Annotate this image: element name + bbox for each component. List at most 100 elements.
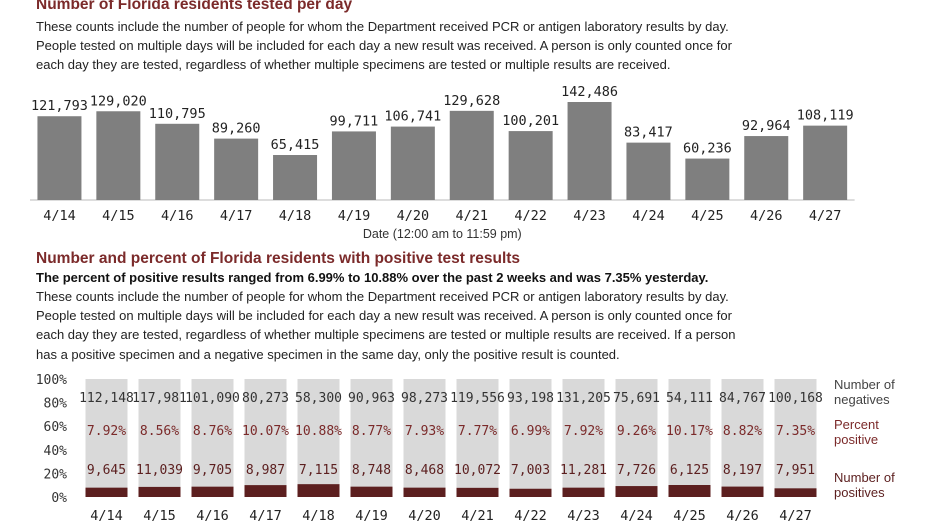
percent-positive-label: 8.82% xyxy=(723,424,762,439)
negatives-label: 112,148 xyxy=(79,391,134,406)
positives-bar-4-26 xyxy=(721,486,764,497)
percent-positive-label: 10.17% xyxy=(666,424,713,439)
positives-bar-4-22 xyxy=(509,488,552,497)
percent-positive-label: 10.88% xyxy=(295,424,342,439)
legend-positives: Number of positives xyxy=(834,470,895,500)
x-tick-label: 4/16 xyxy=(161,208,194,224)
chart1-description-line: each day they are tested, regardless of … xyxy=(36,57,671,73)
chart1-description-line: People tested on multiple days will be i… xyxy=(36,38,732,54)
y-tick-label: 80% xyxy=(44,397,68,412)
bar-4-24 xyxy=(626,142,671,200)
positives-bar-4-15 xyxy=(138,486,181,497)
legend-negatives-line: Number of xyxy=(834,377,895,392)
data-label: 65,415 xyxy=(271,137,320,153)
x-tick-label: 4/25 xyxy=(691,208,724,224)
x-tick-label: 4/20 xyxy=(397,208,430,224)
y-tick-label: 20% xyxy=(44,467,68,482)
x-tick-label: 4/16 xyxy=(196,508,229,524)
x-tick-label: 4/17 xyxy=(249,508,282,524)
x-tick-label: 4/17 xyxy=(220,208,253,224)
negatives-bar-4-21 xyxy=(456,379,499,497)
positives-label: 8,748 xyxy=(352,463,391,478)
chart2-description-line: People tested on multiple days will be i… xyxy=(36,308,732,324)
positives-label: 8,468 xyxy=(405,463,444,478)
bar-4-25 xyxy=(685,158,730,200)
bar-4-17 xyxy=(214,138,259,200)
negatives-bar-4-27 xyxy=(774,379,817,497)
positives-label: 8,197 xyxy=(723,463,762,478)
bar-4-23 xyxy=(567,102,612,200)
chart1-title: Number of Florida residents tested per d… xyxy=(36,0,353,13)
legend-positives-line: positives xyxy=(834,485,885,500)
negatives-bar-4-24 xyxy=(615,379,658,497)
positives-label: 9,645 xyxy=(87,463,126,478)
positive-results-chart: 100% 80% 60% 40% 20% 0% 112,148 7.92% 9,645 4/14 1… xyxy=(36,373,823,524)
negatives-bar-4-17 xyxy=(244,379,287,497)
positives-bar-4-20 xyxy=(403,487,446,497)
negatives-label: 119,556 xyxy=(450,391,505,406)
x-tick-label: 4/26 xyxy=(726,508,759,524)
percent-positive-label: 6.99% xyxy=(511,424,550,439)
x-tick-label: 4/14 xyxy=(43,208,76,224)
x-tick-label: 4/25 xyxy=(673,508,706,524)
percent-positive-label: 7.77% xyxy=(458,424,497,439)
percent-positive-label: 7.35% xyxy=(776,424,815,439)
negatives-label: 131,205 xyxy=(556,391,611,406)
y-tick-label: 40% xyxy=(44,444,68,459)
positives-bar-4-27 xyxy=(774,488,817,497)
negatives-label: 75,691 xyxy=(613,391,660,406)
positives-bar-4-24 xyxy=(615,486,658,497)
data-label: 129,020 xyxy=(90,93,147,109)
negatives-label: 84,767 xyxy=(719,391,766,406)
negatives-label: 101,090 xyxy=(185,391,240,406)
legend-percent-line: Percent xyxy=(834,417,879,432)
negatives-label: 58,300 xyxy=(295,391,342,406)
data-label: 121,793 xyxy=(31,98,88,114)
percent-positive-label: 8.76% xyxy=(193,424,232,439)
y-tick-label: 100% xyxy=(36,373,67,388)
positives-label: 9,705 xyxy=(193,463,232,478)
positives-bar-4-19 xyxy=(350,486,393,497)
x-tick-label: 4/23 xyxy=(573,208,606,224)
bar-4-16 xyxy=(155,123,200,200)
negatives-bar-4-16 xyxy=(191,379,234,497)
y-tick-label: 0% xyxy=(51,491,67,506)
x-tick-label: 4/23 xyxy=(567,508,600,524)
bar-4-21 xyxy=(449,110,494,200)
legend-negatives: Number of negatives xyxy=(834,377,895,407)
positives-bar-4-14 xyxy=(85,487,128,497)
data-label: 99,711 xyxy=(330,113,379,129)
x-axis-label: Date (12:00 am to 11:59 pm) xyxy=(363,227,522,241)
negatives-bar-4-22 xyxy=(509,379,552,497)
negatives-bar-4-15 xyxy=(138,379,181,497)
positives-label: 11,281 xyxy=(560,463,607,478)
percent-positive-label: 10.07% xyxy=(242,424,289,439)
bar-4-14 xyxy=(37,116,82,200)
negatives-bar-4-14 xyxy=(85,379,128,497)
bar-4-22 xyxy=(508,131,553,200)
positives-label: 7,726 xyxy=(617,463,656,478)
data-label: 89,260 xyxy=(212,121,261,137)
positives-label: 7,115 xyxy=(299,463,338,478)
tested-per-day-chart: 121,793 4/14 129,020 4/15 110,795 4/16 89,260 4… xyxy=(30,84,855,241)
positivity-summary: The percent of positive results ranged f… xyxy=(36,270,709,285)
positives-label: 7,951 xyxy=(776,463,815,478)
bar-4-20 xyxy=(390,126,435,200)
x-tick-label: 4/14 xyxy=(90,508,123,524)
positives-label: 7,003 xyxy=(511,463,550,478)
data-label: 92,964 xyxy=(742,118,791,134)
bar-4-19 xyxy=(331,131,376,200)
positives-bar-4-25 xyxy=(668,484,711,497)
bar-4-15 xyxy=(96,111,141,200)
x-tick-label: 4/19 xyxy=(338,208,371,224)
positives-label: 6,125 xyxy=(670,463,709,478)
positives-label: 10,072 xyxy=(454,463,501,478)
percent-positive-label: 9.26% xyxy=(617,424,656,439)
data-label: 129,628 xyxy=(443,93,500,109)
x-tick-label: 4/24 xyxy=(620,508,653,524)
negatives-bar-4-26 xyxy=(721,379,764,497)
positives-bar-4-17 xyxy=(244,485,287,497)
percent-positive-label: 8.77% xyxy=(352,424,391,439)
chart2-title: Number and percent of Florida residents … xyxy=(36,250,521,267)
negatives-label: 98,273 xyxy=(401,391,448,406)
